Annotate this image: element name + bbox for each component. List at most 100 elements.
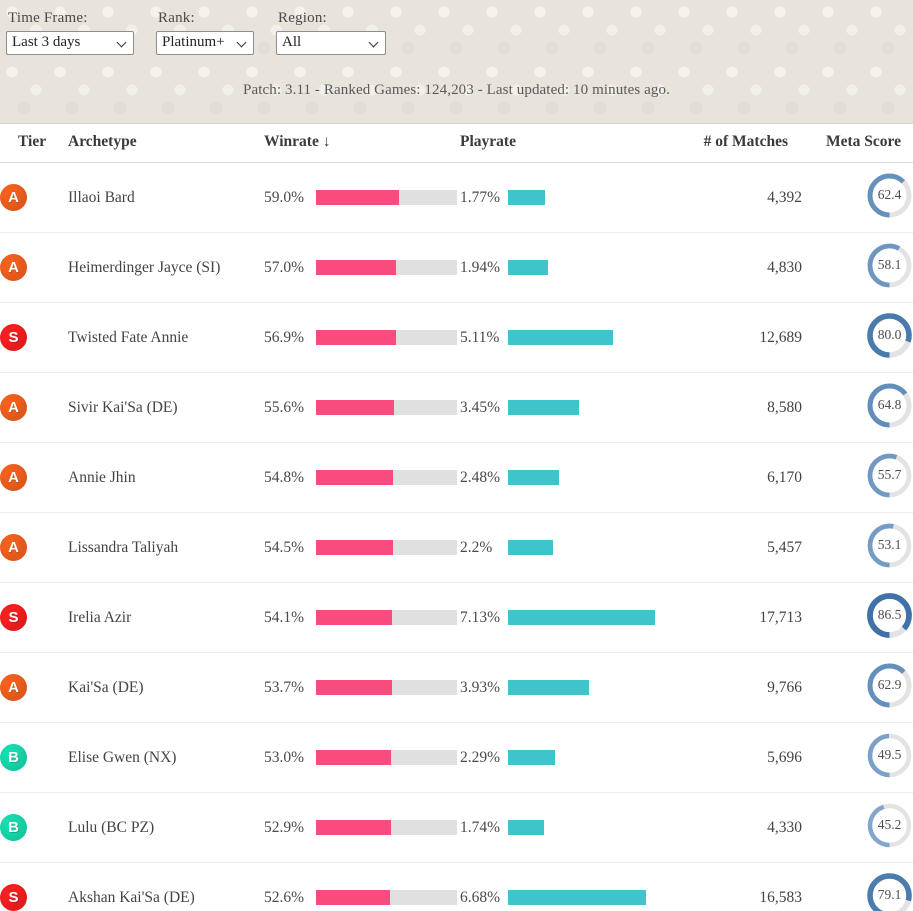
table-row[interactable]: A Annie Jhin 54.8% 2.48% 6,170 55.7 <box>0 442 913 513</box>
meta-score-value: 64.8 <box>877 397 902 412</box>
playrate-value: 3.93% <box>460 678 501 696</box>
table-row[interactable]: S Irelia Azir 54.1% 7.13% 17,713 86.5 <box>0 582 913 653</box>
winrate-wrap: 54.8% <box>264 469 460 487</box>
filter-label-rank: Rank: <box>158 10 195 26</box>
tier-badge-a: A <box>0 464 27 491</box>
meta-score-value: 79.1 <box>877 887 902 903</box>
winrate-bar-fill <box>316 820 391 835</box>
meta-score-gauge: 64.8 <box>866 382 913 429</box>
table-row[interactable]: A Lissandra Taliyah 54.5% 2.2% 5,457 53.1 <box>0 512 913 583</box>
cell-meta-score: 86.5 <box>802 582 913 653</box>
timeframe-select[interactable]: Last 3 days <box>6 31 134 55</box>
meta-score-gauge: 58.1 <box>866 242 913 289</box>
column-header-winrate[interactable]: Winrate ↓ <box>264 124 460 163</box>
cell-winrate: 52.6% <box>264 863 460 911</box>
cell-matches: 6,170 <box>672 442 802 513</box>
cell-tier: S <box>0 582 68 653</box>
winrate-bar-track <box>316 820 457 835</box>
table-header-row: Tier Archetype Winrate ↓ Playrate # of M… <box>0 124 913 163</box>
cell-tier: B <box>0 792 68 863</box>
region-select[interactable]: All <box>276 31 386 55</box>
column-header-meta-score[interactable]: Meta Score <box>802 124 913 163</box>
cell-tier: S <box>0 302 68 373</box>
filter-controls: Time Frame: Last 3 days Rank: Platinum+ … <box>0 0 913 55</box>
chevron-down-icon <box>238 38 247 47</box>
cell-archetype[interactable]: Annie Jhin <box>68 442 264 513</box>
meta-score-gauge: 86.5 <box>866 592 913 639</box>
gauge-arc <box>867 453 912 497</box>
table-row[interactable]: A Heimerdinger Jayce (SI) 57.0% 1.94% 4,830 5… <box>0 232 913 303</box>
table-row[interactable]: S Akshan Kai'Sa (DE) 52.6% 6.68% 16,583 79.1 <box>0 863 913 911</box>
cell-meta-score: 62.9 <box>802 652 913 723</box>
meta-score-value: 53.1 <box>877 537 902 552</box>
winrate-value: 54.5% <box>264 538 305 556</box>
column-header-matches[interactable]: # of Matches <box>672 124 802 163</box>
cell-archetype[interactable]: Lissandra Taliyah <box>68 512 264 583</box>
rank-select[interactable]: Platinum+ <box>156 31 254 55</box>
column-header-tier[interactable]: Tier <box>0 124 68 163</box>
winrate-bar-fill <box>316 750 391 765</box>
column-header-playrate[interactable]: Playrate <box>460 124 672 163</box>
winrate-bar-track <box>316 680 457 695</box>
winrate-wrap: 54.1% <box>264 609 460 627</box>
cell-archetype[interactable]: Sivir Kai'Sa (DE) <box>68 372 264 443</box>
meta-score-value: 62.4 <box>877 187 902 202</box>
cell-archetype[interactable]: Irelia Azir <box>68 582 264 653</box>
cell-tier: A <box>0 442 68 513</box>
cell-meta-score: 45.2 <box>802 792 913 863</box>
meta-score-gauge: 62.4 <box>866 172 913 219</box>
cell-winrate: 54.5% <box>264 512 460 583</box>
meta-score-gauge: 55.7 <box>866 452 913 499</box>
cell-winrate: 53.7% <box>264 652 460 723</box>
cell-playrate: 7.13% <box>460 582 672 653</box>
playrate-value: 2.2% <box>460 538 493 556</box>
playrate-wrap: 1.74% <box>460 819 672 837</box>
cell-tier: A <box>0 162 68 233</box>
playrate-bar <box>508 190 545 205</box>
cell-matches: 12,689 <box>672 302 802 373</box>
playrate-value: 6.68% <box>460 888 501 906</box>
cell-archetype[interactable]: Lulu (BC PZ) <box>68 792 264 863</box>
cell-archetype[interactable]: Illaoi Bard <box>68 162 264 233</box>
tier-badge-a: A <box>0 534 27 561</box>
playrate-wrap: 1.77% <box>460 189 672 207</box>
meta-score-value: 86.5 <box>877 607 902 622</box>
cell-archetype[interactable]: Akshan Kai'Sa (DE) <box>68 888 195 906</box>
cell-playrate: 2.2% <box>460 512 672 583</box>
filter-label-timeframe: Time Frame: <box>8 10 88 26</box>
meta-score-gauge: 49.5 <box>866 732 913 779</box>
winrate-wrap: 53.0% <box>264 749 460 767</box>
table-row[interactable]: A Kai'Sa (DE) 53.7% 3.93% 9,766 62.9 <box>0 652 913 723</box>
cell-archetype[interactable]: Twisted Fate Annie <box>68 302 264 373</box>
winrate-bar-track <box>316 750 457 765</box>
cell-archetype[interactable]: Elise Gwen (NX) <box>68 722 264 793</box>
cell-archetype[interactable]: Heimerdinger Jayce (SI) <box>68 232 264 303</box>
tier-badge-a: A <box>0 254 27 281</box>
column-header-archetype[interactable]: Archetype <box>68 124 264 163</box>
winrate-bar-fill <box>316 540 393 555</box>
table-row[interactable]: B Lulu (BC PZ) 52.9% 1.74% 4,330 45.2 <box>0 792 913 863</box>
meta-tier-table: Tier Archetype Winrate ↓ Playrate # of M… <box>0 124 913 911</box>
winrate-bar-fill <box>316 260 397 275</box>
table-row[interactable]: S Twisted Fate Annie 56.9% 5.11% 12,689 80.0 <box>0 302 913 373</box>
table-row[interactable]: A Illaoi Bard 59.0% 1.77% 4,392 62.4 <box>0 162 913 233</box>
meta-score-value: 45.2 <box>877 817 902 832</box>
playrate-value: 3.45% <box>460 398 501 416</box>
cell-matches: 9,766 <box>672 652 802 723</box>
winrate-wrap: 52.6% <box>264 889 460 907</box>
playrate-bar <box>508 890 646 906</box>
gauge-arc <box>867 733 912 777</box>
playrate-wrap: 3.93% <box>460 679 672 697</box>
playrate-value: 2.48% <box>460 468 501 486</box>
cell-tier: A <box>0 512 68 583</box>
winrate-bar-track <box>316 610 457 625</box>
cell-archetype[interactable]: Kai'Sa (DE) <box>68 652 264 723</box>
cell-winrate: 52.9% <box>264 792 460 863</box>
playrate-wrap: 5.11% <box>460 329 672 347</box>
winrate-wrap: 52.9% <box>264 819 460 837</box>
tier-badge-a: A <box>0 674 27 701</box>
cell-playrate: 6.68% <box>460 863 672 911</box>
playrate-wrap: 6.68% <box>460 889 672 907</box>
table-row[interactable]: B Elise Gwen (NX) 53.0% 2.29% 5,696 49.5 <box>0 722 913 793</box>
table-row[interactable]: A Sivir Kai'Sa (DE) 55.6% 3.45% 8,580 64.8 <box>0 372 913 443</box>
